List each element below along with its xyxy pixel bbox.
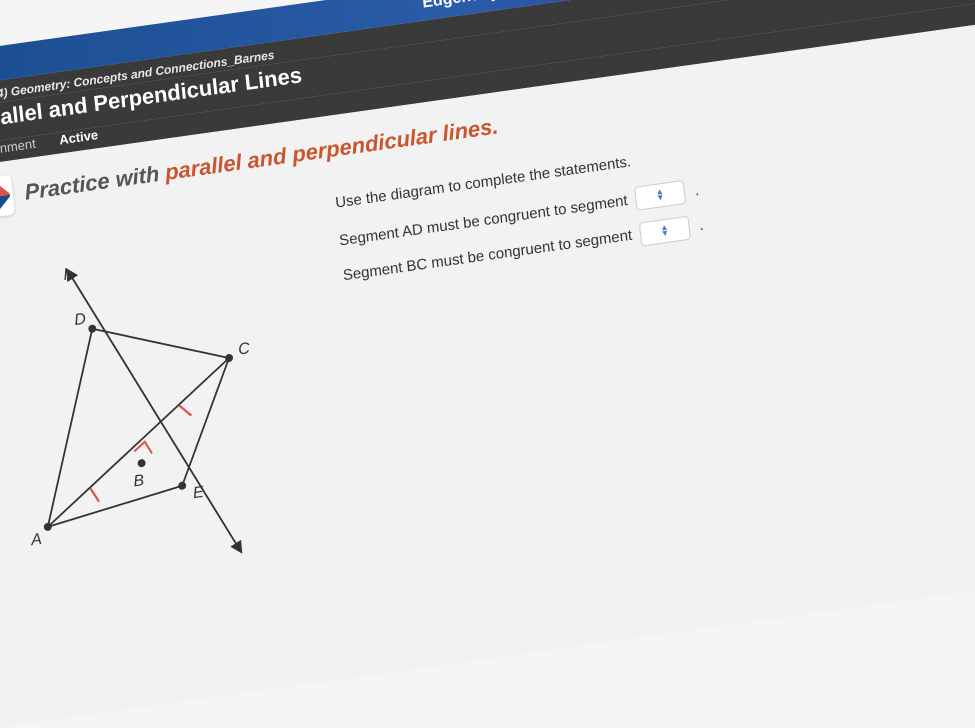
- statement-period: .: [693, 175, 700, 207]
- assignment-icon: [0, 175, 15, 220]
- svg-text:D: D: [74, 311, 88, 330]
- segment-dropdown-1[interactable]: ▴▾: [634, 180, 686, 211]
- brand-name: Edgenuity: [422, 0, 500, 12]
- svg-text:B: B: [133, 472, 146, 490]
- geometry-diagram: l A B C D E: [0, 229, 332, 596]
- svg-text:E: E: [192, 484, 205, 502]
- segment-dropdown-2[interactable]: ▴▾: [639, 215, 691, 246]
- svg-text:A: A: [30, 531, 43, 550]
- svg-text:C: C: [238, 340, 252, 359]
- dropdown-arrows-icon: ▴▾: [662, 225, 668, 238]
- dropdown-arrows-icon: ▴▾: [657, 189, 663, 202]
- statement-period: .: [698, 210, 705, 242]
- svg-text:l: l: [63, 267, 69, 284]
